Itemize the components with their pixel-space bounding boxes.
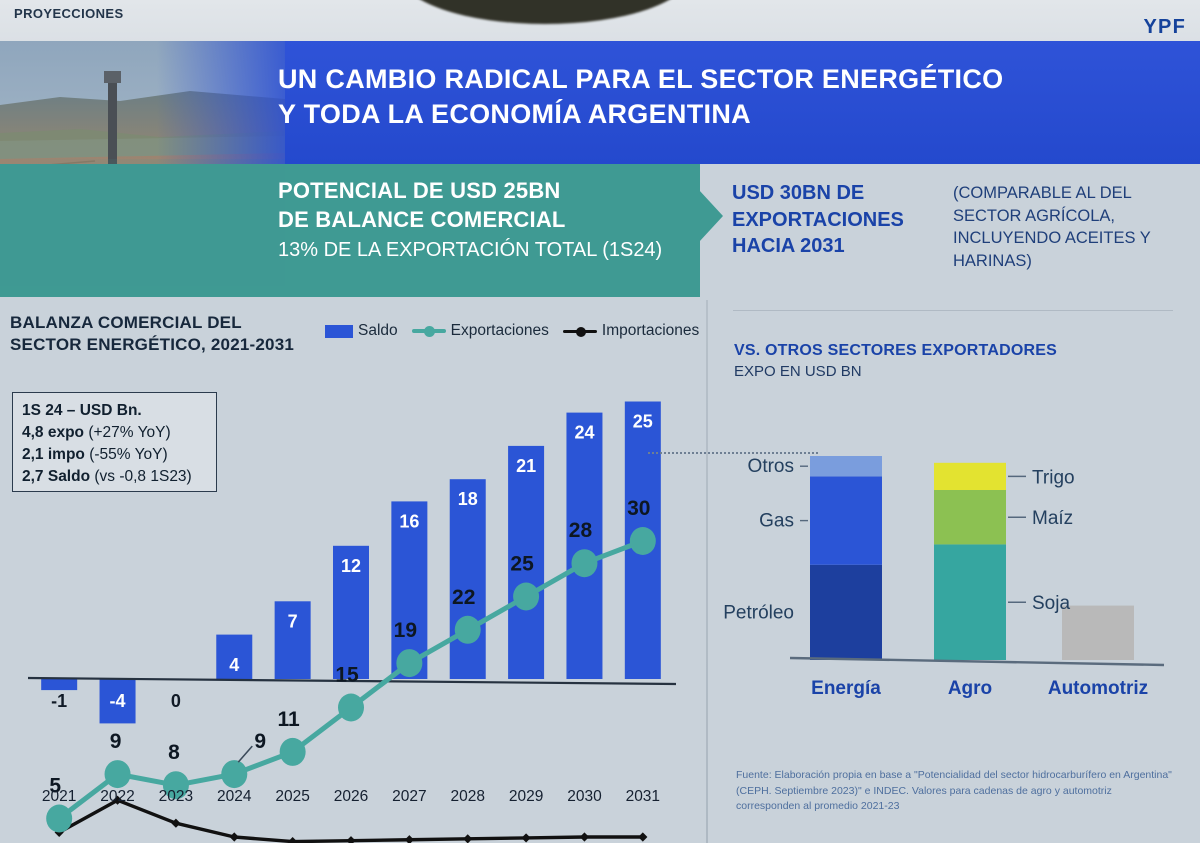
right-panel-rule: [733, 310, 1173, 311]
legend-label-saldo: Saldo: [358, 322, 398, 339]
svg-text:9: 9: [110, 730, 122, 753]
source-footnote: Fuente: Elaboración propia en base a "Po…: [736, 769, 1172, 813]
header-title: UN CAMBIO RADICAL PARA EL SECTOR ENERGÉT…: [278, 62, 1058, 131]
infobox-line-1: 1S 24 – USD Bn.: [22, 400, 207, 422]
x-axis-label-2022: 2022: [100, 788, 135, 805]
svg-text:15: 15: [335, 664, 359, 687]
x-axis-label-2025: 2025: [275, 788, 310, 805]
right-panel-title: USD 30BN DE EXPORTACIONES HACIA 2031: [732, 182, 904, 258]
header-title-line2: Y TODA LA ECONOMÍA ARGENTINA: [278, 98, 751, 129]
svg-text:24: 24: [574, 423, 594, 443]
svg-text:18: 18: [458, 489, 478, 509]
callout-trigo: Trigo: [1032, 467, 1075, 488]
legend-label-importaciones: Importaciones: [601, 322, 700, 339]
infobox-line-3: 2,1 impo (-55% YoY): [22, 444, 207, 466]
svg-text:28: 28: [569, 519, 593, 542]
teal-arrow-icon: [699, 190, 723, 242]
infobox-expo-value: 4,8 expo: [22, 424, 85, 441]
sector-label-agro: Agro: [948, 678, 992, 699]
svg-text:9: 9: [254, 730, 266, 753]
svg-text:25: 25: [633, 412, 653, 432]
right-highlight-panel: USD 30BN DE EXPORTACIONES HACIA 2031 (CO…: [700, 164, 1200, 297]
infobox-saldo-ref: (vs -0,8 1S23): [94, 468, 192, 485]
teal-photo-overlay: [0, 164, 285, 286]
sector-label-energía: Energía: [811, 678, 881, 699]
svg-text:7: 7: [288, 611, 298, 631]
svg-text:12: 12: [341, 556, 361, 576]
svg-text:5: 5: [49, 775, 61, 798]
infobox-impo-yoy: (-55% YoY): [89, 446, 168, 463]
legend-label-exportaciones: Exportaciones: [450, 322, 549, 339]
callout-otros: Otros: [748, 456, 794, 477]
vs-otros-sectores-chart: VS. OTROS SECTORES EXPORTADORES EXPO EN …: [706, 300, 1200, 843]
connector-dotted-line: [648, 452, 818, 454]
infobox-saldo-value: 2,7 Saldo: [22, 468, 91, 485]
right-panel-note: (COMPARABLE AL DEL SECTOR AGRÍCOLA, INCL…: [953, 184, 1151, 270]
x-axis-label-2031: 2031: [625, 788, 661, 805]
svg-text:19: 19: [394, 619, 417, 642]
callout-maíz: Maíz: [1032, 508, 1073, 529]
panel-divider: [706, 300, 708, 843]
teal-highlight-panel: POTENCIAL DE USD 25BN DE BALANCE COMERCI…: [0, 164, 700, 297]
left-chart-title: BALANZA COMERCIAL DEL SECTOR ENERGÉTICO,…: [10, 313, 294, 355]
legend-item-importaciones: Importaciones: [562, 322, 700, 340]
ypf-logo: YPF: [1143, 16, 1186, 38]
teal-line1: POTENCIAL DE USD 25BN: [278, 178, 561, 203]
x-axis-label-2024: 2024: [217, 788, 252, 805]
svg-text:-4: -4: [110, 691, 126, 711]
right-chart-title: VS. OTROS SECTORES EXPORTADORES: [734, 342, 1057, 359]
x-axis-label-2028: 2028: [450, 788, 485, 805]
left-chart-legend: Saldo Exportaciones Importaciones: [325, 322, 699, 340]
infobox-line-4: 2,7 Saldo (vs -0,8 1S23): [22, 466, 207, 488]
callout-gas: Gas: [759, 511, 794, 532]
svg-text:16: 16: [399, 511, 419, 531]
right-chart-plot: Energía Agro Automotriz Otros Gas Petróleo Tri…: [723, 456, 1165, 699]
right-chart-subtitle: EXPO EN USD BN: [734, 363, 862, 380]
callout-petróleo: Petróleo: [723, 602, 794, 623]
teal-subline: 13% DE LA EXPORTACIÓN TOTAL (1S24): [278, 239, 663, 262]
svg-text:0: 0: [171, 691, 181, 711]
teal-line2: DE BALANCE COMERCIAL: [278, 207, 566, 233]
svg-text:11: 11: [278, 708, 301, 731]
infobox-expo-yoy: (+27% YoY): [88, 424, 171, 441]
x-axis-label-2030: 2030: [567, 788, 602, 805]
callout-soja: Soja: [1032, 593, 1070, 614]
svg-text:8: 8: [168, 741, 180, 764]
svg-text:22: 22: [452, 586, 475, 609]
left-chart-x-axis: 2021 2022 2023 2024 2025 2026 2027 2028 2029 2030…: [0, 788, 700, 818]
left-chart-plot: -1 -4 0 4 7 12 16 18 21 24 25 5 9 8 9 11 15 19 22 25 28 30: [27, 401, 677, 843]
x-axis-label-2027: 2027: [392, 788, 427, 805]
x-axis-label-2023: 2023: [158, 788, 194, 805]
legend-item-saldo: Saldo: [325, 322, 398, 340]
legend-marker-exportaciones: [411, 325, 446, 337]
balanza-comercial-chart: BALANZA COMERCIAL DEL SECTOR ENERGÉTICO,…: [0, 300, 700, 843]
svg-text:-1: -1: [51, 691, 67, 711]
summary-infobox: 1S 24 – USD Bn. 4,8 expo (+27% YoY) 2,1 …: [12, 392, 217, 492]
x-axis-label-2021: 2021: [41, 788, 77, 805]
x-axis-label-2029: 2029: [508, 788, 544, 805]
svg-text:4: 4: [229, 655, 239, 675]
sector-label-automotriz: Automotriz: [1048, 678, 1148, 699]
legend-swatch-saldo: [325, 324, 353, 338]
svg-text:30: 30: [627, 497, 650, 520]
header-title-line1: UN CAMBIO RADICAL PARA EL SECTOR ENERGÉT…: [278, 64, 1004, 94]
x-axis-label-2026: 2026: [333, 788, 369, 805]
infobox-impo-value: 2,1 impo: [22, 446, 85, 463]
infobox-heading: 1S 24 – USD Bn.: [22, 402, 142, 419]
teal-text-block: POTENCIAL DE USD 25BN DE BALANCE COMERCI…: [278, 176, 688, 264]
section-kicker: PROYECCIONES: [14, 6, 124, 21]
svg-text:25: 25: [510, 553, 534, 576]
legend-item-exportaciones: Exportaciones: [411, 322, 549, 340]
legend-marker-importaciones: [562, 325, 597, 337]
infobox-line-2: 4,8 expo (+27% YoY): [22, 422, 207, 444]
svg-text:21: 21: [516, 456, 536, 476]
